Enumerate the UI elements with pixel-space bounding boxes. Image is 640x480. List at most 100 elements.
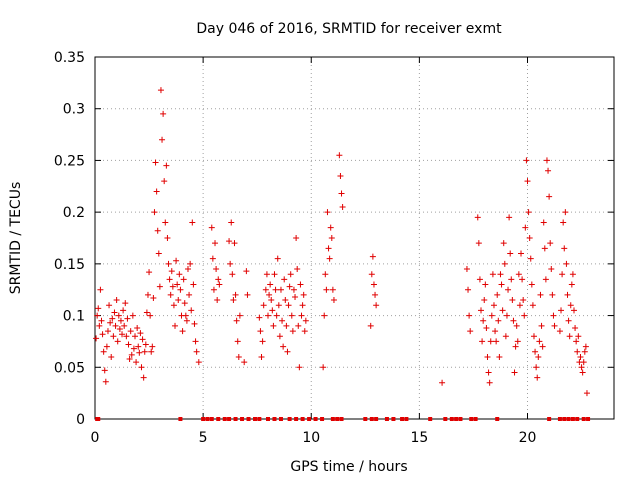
data-point	[167, 291, 174, 298]
data-point	[269, 307, 276, 314]
data-point	[268, 297, 275, 304]
data-point	[162, 219, 169, 226]
data-point	[97, 286, 104, 293]
data-point	[273, 312, 280, 319]
data-point	[578, 364, 585, 371]
zero-point	[266, 417, 270, 421]
data-point	[132, 333, 139, 340]
data-point	[94, 312, 101, 319]
data-point	[175, 297, 182, 304]
data-point	[111, 309, 118, 316]
data-point	[293, 235, 300, 241]
data-point	[505, 286, 512, 293]
data-point	[533, 364, 540, 371]
data-point	[276, 333, 283, 340]
data-point	[298, 312, 305, 319]
data-point	[115, 312, 122, 319]
x-tick-label: 10	[302, 430, 320, 446]
data-point	[481, 297, 488, 304]
data-point	[338, 190, 345, 197]
data-point	[323, 286, 330, 293]
data-point	[93, 335, 100, 342]
zero-point	[570, 417, 575, 421]
data-point	[183, 317, 190, 324]
data-point	[564, 291, 571, 298]
data-point	[566, 333, 573, 340]
data-point	[297, 281, 304, 288]
data-point	[164, 235, 171, 241]
zero-point	[233, 417, 238, 421]
data-point	[372, 291, 379, 298]
y-tick-label: 0.15	[54, 257, 85, 273]
y-tick-label: 0	[76, 412, 85, 428]
data-point	[467, 328, 474, 335]
data-point	[296, 364, 303, 371]
data-point	[195, 359, 202, 366]
data-point	[106, 302, 113, 309]
data-point	[100, 348, 107, 355]
data-point	[328, 235, 335, 241]
data-point	[514, 338, 521, 345]
data-point	[500, 240, 507, 247]
data-point	[339, 203, 346, 210]
data-point	[336, 152, 343, 159]
data-point	[234, 338, 241, 345]
data-point	[139, 336, 146, 343]
y-tick-label: 0.05	[54, 360, 85, 376]
data-point	[214, 297, 221, 304]
data-point	[527, 255, 534, 262]
data-point	[180, 276, 187, 283]
zero-point	[374, 417, 379, 421]
data-point	[570, 307, 577, 314]
data-point	[161, 178, 168, 185]
data-point	[488, 312, 495, 319]
data-point	[502, 333, 509, 340]
data-point	[267, 281, 274, 288]
data-point	[270, 322, 277, 329]
data-point	[265, 312, 271, 319]
data-point	[287, 271, 294, 278]
data-point	[510, 317, 517, 324]
zero-point	[272, 417, 277, 421]
data-point	[281, 276, 288, 283]
data-point	[497, 271, 504, 278]
data-point	[490, 302, 497, 309]
data-point	[149, 343, 156, 350]
data-point	[574, 348, 581, 355]
data-point	[152, 159, 159, 166]
data-point	[257, 328, 264, 335]
data-point	[560, 219, 567, 226]
data-point	[485, 369, 492, 376]
data-point	[534, 374, 541, 381]
data-point	[156, 283, 163, 290]
data-point	[465, 286, 472, 293]
data-point	[509, 297, 516, 304]
data-point	[140, 374, 147, 381]
data-point	[320, 364, 327, 371]
data-point	[143, 309, 150, 316]
data-point	[229, 271, 236, 278]
data-point	[148, 348, 155, 355]
data-point	[515, 271, 522, 278]
data-point	[486, 379, 493, 386]
data-point	[95, 305, 102, 312]
data-point	[126, 356, 133, 363]
data-point	[479, 338, 486, 345]
data-point	[209, 255, 216, 262]
zero-point	[300, 417, 305, 421]
data-point	[279, 317, 286, 324]
data-point	[529, 302, 536, 309]
data-point	[230, 297, 237, 304]
data-point	[146, 269, 153, 276]
zero-point	[557, 417, 562, 421]
data-point	[136, 349, 143, 356]
data-point	[129, 312, 136, 319]
data-point	[542, 276, 549, 283]
data-point	[489, 271, 496, 278]
data-point	[109, 315, 116, 322]
data-point	[114, 338, 121, 345]
data-point	[165, 260, 172, 267]
data-point	[176, 271, 183, 278]
x-tick-label: 0	[91, 430, 100, 446]
data-point	[562, 209, 569, 216]
